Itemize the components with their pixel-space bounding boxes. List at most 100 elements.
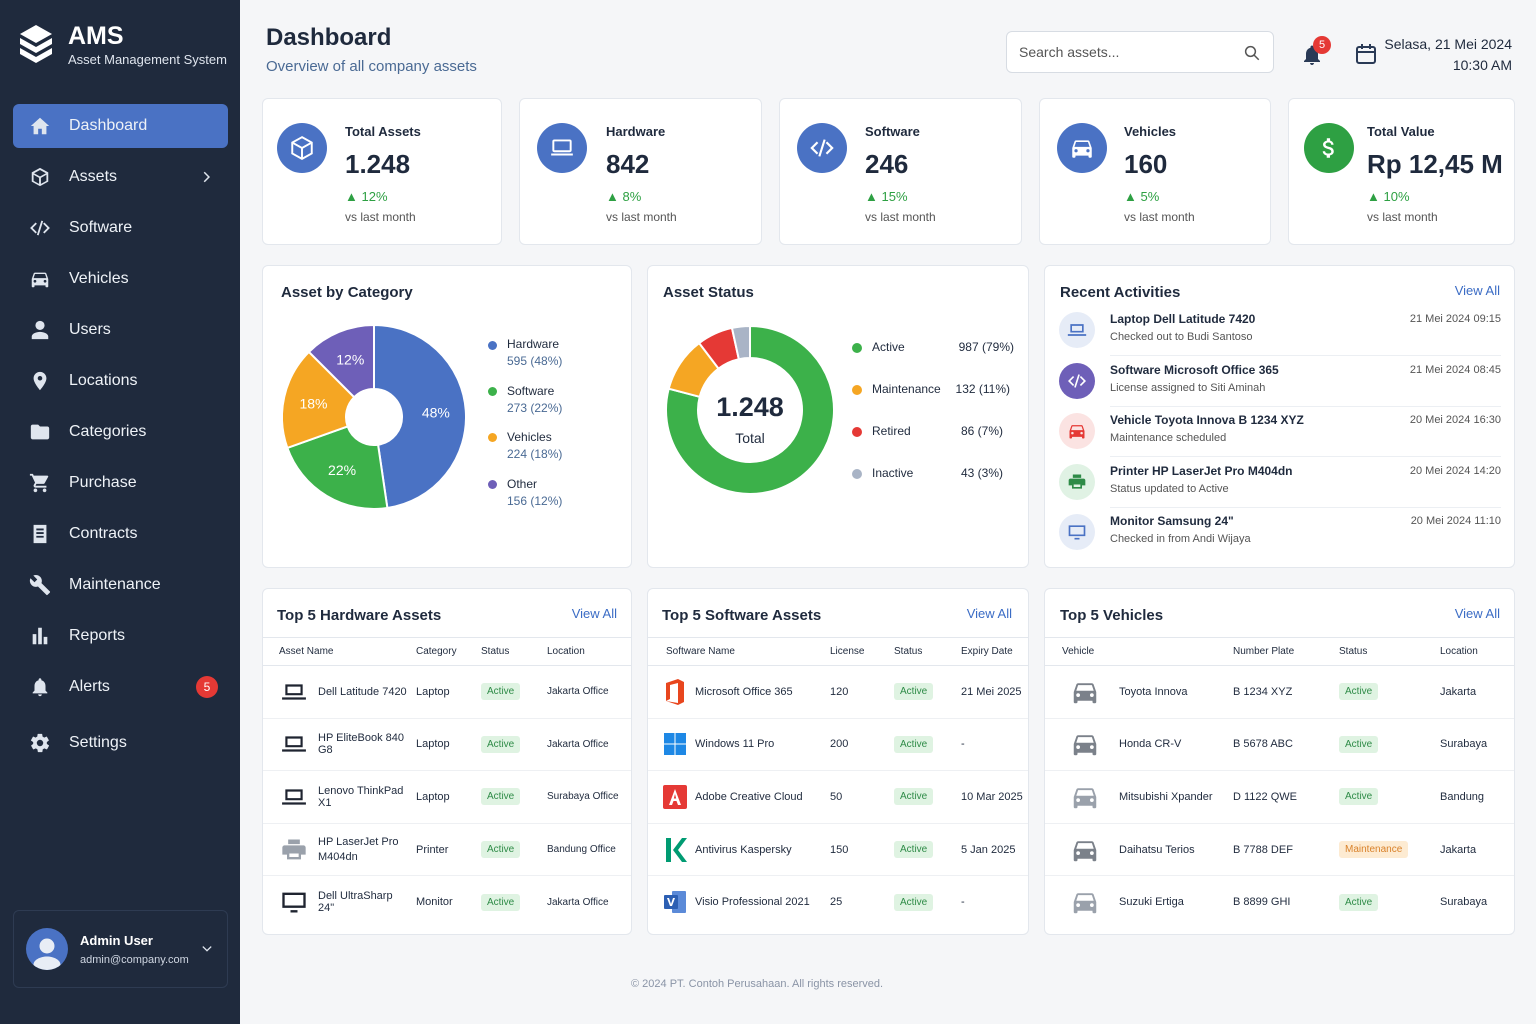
stat-card-vehicles[interactable]: Vehicles 160 ▲ 5% vs last month (1039, 98, 1271, 245)
legend-item-hardware: Hardware 595 (48%) (507, 337, 562, 368)
table-row[interactable]: HP EliteBook 840 G8 Laptop Active Jakart… (263, 718, 631, 772)
stat-card-hardware[interactable]: Hardware 842 ▲ 8% vs last month (519, 98, 762, 245)
slice-other[interactable] (307, 323, 375, 399)
legend-value: 595 (48%) (507, 354, 563, 368)
slice-software[interactable] (286, 425, 389, 510)
legend-dot-vehicles (488, 433, 497, 442)
column-header[interactable]: Status (475, 637, 541, 666)
column-header[interactable]: Status (888, 637, 955, 666)
legend-dot-other (488, 480, 497, 489)
activity-item[interactable]: Printer HP LaserJet Pro M404dn Status up… (1059, 464, 1501, 514)
asset-name: HP LaserJet Pro M404dn (318, 835, 399, 863)
legend-label-retired: Retired (872, 424, 911, 438)
software-view-all-link[interactable]: View All (966, 606, 1012, 621)
calendar-icon[interactable] (1354, 42, 1378, 66)
activity-description: Checked out to Budi Santoso (1110, 331, 1253, 343)
sidebar-item-users[interactable]: Users (13, 308, 228, 352)
divider (1110, 406, 1501, 407)
vehicles-view-all-link[interactable]: View All (1454, 606, 1500, 621)
stat-card-total-value[interactable]: Total Value Rp 12,45 M ▲ 10% vs last mon… (1288, 98, 1515, 245)
wrench-icon (29, 574, 51, 596)
sidebar-item-contracts[interactable]: Contracts (13, 512, 228, 556)
column-header[interactable]: Vehicle (1045, 637, 1227, 666)
table-row[interactable]: Adobe Creative Cloud 50 Active 10 Mar 20… (648, 770, 1028, 824)
asset-location: Jakarta Office (541, 665, 631, 719)
table-row[interactable]: Dell Latitude 7420 Laptop Active Jakarta… (263, 665, 631, 719)
number-plate: B 1234 XYZ (1227, 665, 1333, 719)
slice-hardware[interactable] (373, 323, 465, 510)
slice-vehicles[interactable] (283, 350, 356, 450)
sidebar-item-settings[interactable]: Settings (13, 721, 228, 765)
sidebar-item-assets[interactable]: Assets (13, 155, 228, 199)
table-row[interactable]: Microsoft Office 365 120 Active 21 Mei 2… (648, 665, 1028, 719)
activity-item[interactable]: Vehicle Toyota Innova B 1234 XYZ Mainten… (1059, 413, 1501, 463)
table-row[interactable]: Daihatsu Terios B 7788 DEF Maintenance J… (1045, 823, 1514, 877)
search-box (1006, 31, 1274, 73)
stat-label: Software (865, 124, 920, 139)
activity-item[interactable]: Monitor Samsung 24" Checked in from Andi… (1059, 514, 1501, 564)
activities-view-all-link[interactable]: View All (1454, 283, 1500, 298)
status-badge: Active (481, 735, 521, 753)
legend-item-other: Other 156 (12%) (507, 477, 562, 508)
sidebar-item-reports[interactable]: Reports (13, 614, 228, 658)
table-row[interactable]: Toyota Innova B 1234 XYZ Active Jakarta (1045, 665, 1514, 719)
sidebar-item-vehicles[interactable]: Vehicles (13, 257, 228, 301)
column-header[interactable]: License (824, 637, 888, 666)
sidebar-item-dashboard[interactable]: Dashboard (13, 104, 228, 148)
activity-description: License assigned to Siti Aminah (1110, 382, 1266, 394)
car-icon (1061, 678, 1109, 706)
software-name: Microsoft Office 365 (695, 685, 793, 698)
current-time: 10:30 AM (1452, 57, 1512, 73)
table-row[interactable]: Lenovo ThinkPad X1 Laptop Active Surabay… (263, 770, 631, 824)
table-row[interactable]: Honda CR-V B 5678 ABC Active Surabaya (1045, 718, 1514, 772)
status-badge: Active (1339, 788, 1379, 806)
legend-value-retired: 86 (7%) (960, 424, 1003, 438)
column-header[interactable]: Location (541, 637, 631, 666)
table-row[interactable]: Antivirus Kaspersky 150 Active 5 Jan 202… (648, 823, 1028, 877)
status-badge: Maintenance (1339, 841, 1409, 859)
stat-card-total-assets[interactable]: Total Assets 1.248 ▲ 12% vs last month (262, 98, 502, 245)
stat-card-software[interactable]: Software 246 ▲ 15% vs last month (779, 98, 1022, 245)
table-row[interactable]: Windows 11 Pro 200 Active - (648, 718, 1028, 772)
column-header[interactable]: Number Plate (1227, 637, 1333, 666)
stat-change: ▲ 8% (606, 189, 641, 204)
legend-label-inactive: Inactive (872, 466, 914, 480)
column-header[interactable]: Asset Name (263, 637, 410, 666)
slice-inactive[interactable] (730, 324, 751, 361)
search-icon[interactable] (1243, 44, 1261, 62)
activity-item[interactable]: Laptop Dell Latitude 7420 Checked out to… (1059, 312, 1501, 362)
table-row[interactable]: HP LaserJet Pro M404dn Printer Active Ba… (263, 823, 631, 877)
sidebar-item-purchase[interactable]: Purchase (13, 461, 228, 505)
activity-title: Software Microsoft Office 365 (1110, 363, 1279, 377)
footer-copyright: © 2024 PT. Contoh Perusahaan. All rights… (631, 978, 884, 990)
legend-value: 156 (12%) (507, 494, 563, 508)
column-header[interactable]: Category (410, 637, 475, 666)
sidebar-item-maintenance[interactable]: Maintenance (13, 563, 228, 607)
table-row[interactable]: Mitsubishi Xpander D 1122 QWE Active Ban… (1045, 770, 1514, 824)
activity-item[interactable]: Software Microsoft Office 365 License as… (1059, 363, 1501, 413)
sidebar-item-locations[interactable]: Locations (13, 359, 228, 403)
visio-logo-icon (662, 888, 688, 916)
search-input[interactable] (1019, 44, 1239, 60)
sidebar-item-software[interactable]: Software (13, 206, 228, 250)
sidebar-item-label: Settings (69, 734, 127, 751)
brand[interactable]: AMS Asset Management System (18, 22, 227, 67)
activity-time: 20 Mei 2024 16:30 (1409, 414, 1501, 426)
column-header[interactable]: Software Name (648, 637, 824, 666)
sidebar-item-alerts[interactable]: Alerts 5 (13, 665, 228, 709)
license-count: 50 (824, 770, 888, 824)
asset-name: Dell Latitude 7420 (318, 685, 407, 698)
hardware-view-all-link[interactable]: View All (571, 606, 617, 621)
sidebar-item-categories[interactable]: Categories (13, 410, 228, 454)
user-profile-menu[interactable]: Admin User admin@company.com (13, 910, 228, 988)
column-header[interactable]: Location (1434, 637, 1514, 666)
column-header[interactable]: Status (1333, 637, 1434, 666)
table-row[interactable]: Visio Professional 2021 25 Active - (648, 876, 1028, 929)
user-name: Admin User (80, 932, 153, 948)
slice-active[interactable] (665, 324, 835, 495)
expiry-date: 21 Mei 2025 (955, 665, 1028, 719)
table-row[interactable]: Suzuki Ertiga B 8899 GHI Active Surabaya (1045, 876, 1514, 929)
table-row[interactable]: Dell UltraSharp 24" Monitor Active Jakar… (263, 876, 631, 929)
panel-title: Asset Status (663, 284, 754, 301)
column-header[interactable]: Expiry Date (955, 637, 1028, 666)
